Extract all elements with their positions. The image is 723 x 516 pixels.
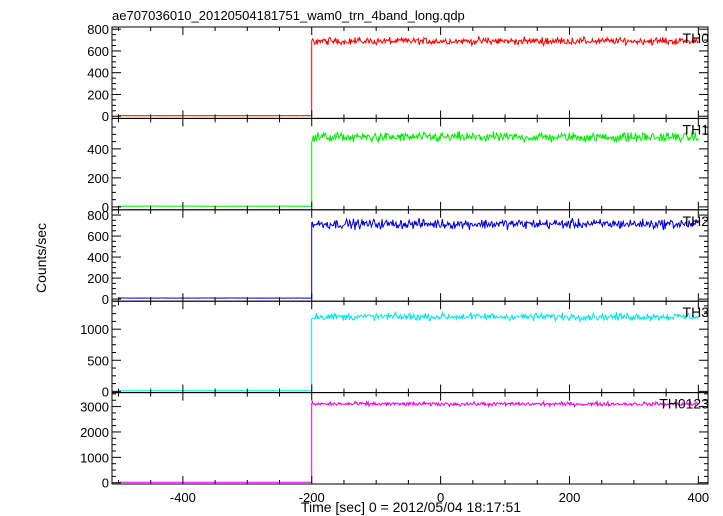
panel-label-th0: TH0 — [683, 30, 710, 46]
panel-th3: 0 500 1000 TH3 — [80, 300, 710, 399]
x-tick-label: 0 — [437, 490, 444, 505]
y-tick-label-th0: 600 — [87, 44, 109, 59]
y-tick-label-th0: 0 — [102, 109, 109, 124]
y-tick-label-th0: 200 — [87, 87, 109, 102]
panel-th2: 0 200 400 600 800 TH2 — [87, 208, 709, 307]
series-line-th0 — [118, 35, 699, 117]
panel-th1: 0 200 400 TH1 — [87, 117, 710, 215]
y-tick-label-th0: 400 — [87, 66, 109, 81]
x-tick-label: 200 — [559, 490, 581, 505]
x-tick-label: 400 — [687, 490, 709, 505]
y-tick-label-th0: 800 — [87, 22, 109, 37]
y-tick-label-th3: 1000 — [80, 322, 109, 337]
panel-label-th3: TH3 — [683, 304, 710, 320]
x-tick-label: -200 — [299, 490, 325, 505]
panel-frame-th1 — [111, 117, 709, 211]
x-axis-title: Time [sec] 0 = 2012/05/04 18:17:51 — [301, 499, 521, 515]
y-tick-label-th2: 800 — [87, 208, 109, 223]
y-tick-label-th0123: 0 — [102, 476, 109, 491]
y-tick-label-th3: 0 — [102, 384, 109, 399]
panel-th0123: 0 1000 2000 3000 TH0123 — [80, 392, 709, 491]
y-tick-label-th2: 600 — [87, 229, 109, 244]
y-tick-label-th0123: 3000 — [80, 400, 109, 415]
series-line-th1 — [118, 130, 699, 207]
y-tick-label-th2: 400 — [87, 250, 109, 265]
y-tick-label-th3: 500 — [87, 353, 109, 368]
y-axis-title: Counts/sec — [33, 223, 49, 293]
panels-group: 0 200 400 600 800 TH0 0 200 400 TH1 0 200 400 600 800 T… — [80, 22, 709, 505]
y-tick-label-th2: 200 — [87, 271, 109, 286]
y-tick-label-th2: 0 — [102, 292, 109, 307]
panel-th0: 0 200 400 600 800 TH0 — [87, 22, 709, 124]
panel-label-th1: TH1 — [683, 121, 710, 137]
y-tick-label-th0123: 2000 — [80, 425, 109, 440]
y-tick-label-th1: 0 — [102, 200, 109, 215]
series-line-th2 — [118, 217, 699, 299]
chart-title: ae707036010_20120504181751_wam0_trn_4ban… — [112, 8, 465, 23]
x-tick-label: -400 — [170, 490, 196, 505]
panel-frame-th0123 — [111, 392, 709, 485]
panel-label-th2: TH2 — [683, 213, 710, 229]
y-tick-label-th1: 400 — [87, 142, 109, 157]
y-tick-label-th1: 200 — [87, 171, 109, 186]
series-line-th3 — [118, 310, 699, 392]
series-line-th0123 — [118, 399, 699, 483]
y-tick-label-th0123: 1000 — [80, 450, 109, 465]
panel-label-th0123: TH0123 — [659, 396, 709, 412]
